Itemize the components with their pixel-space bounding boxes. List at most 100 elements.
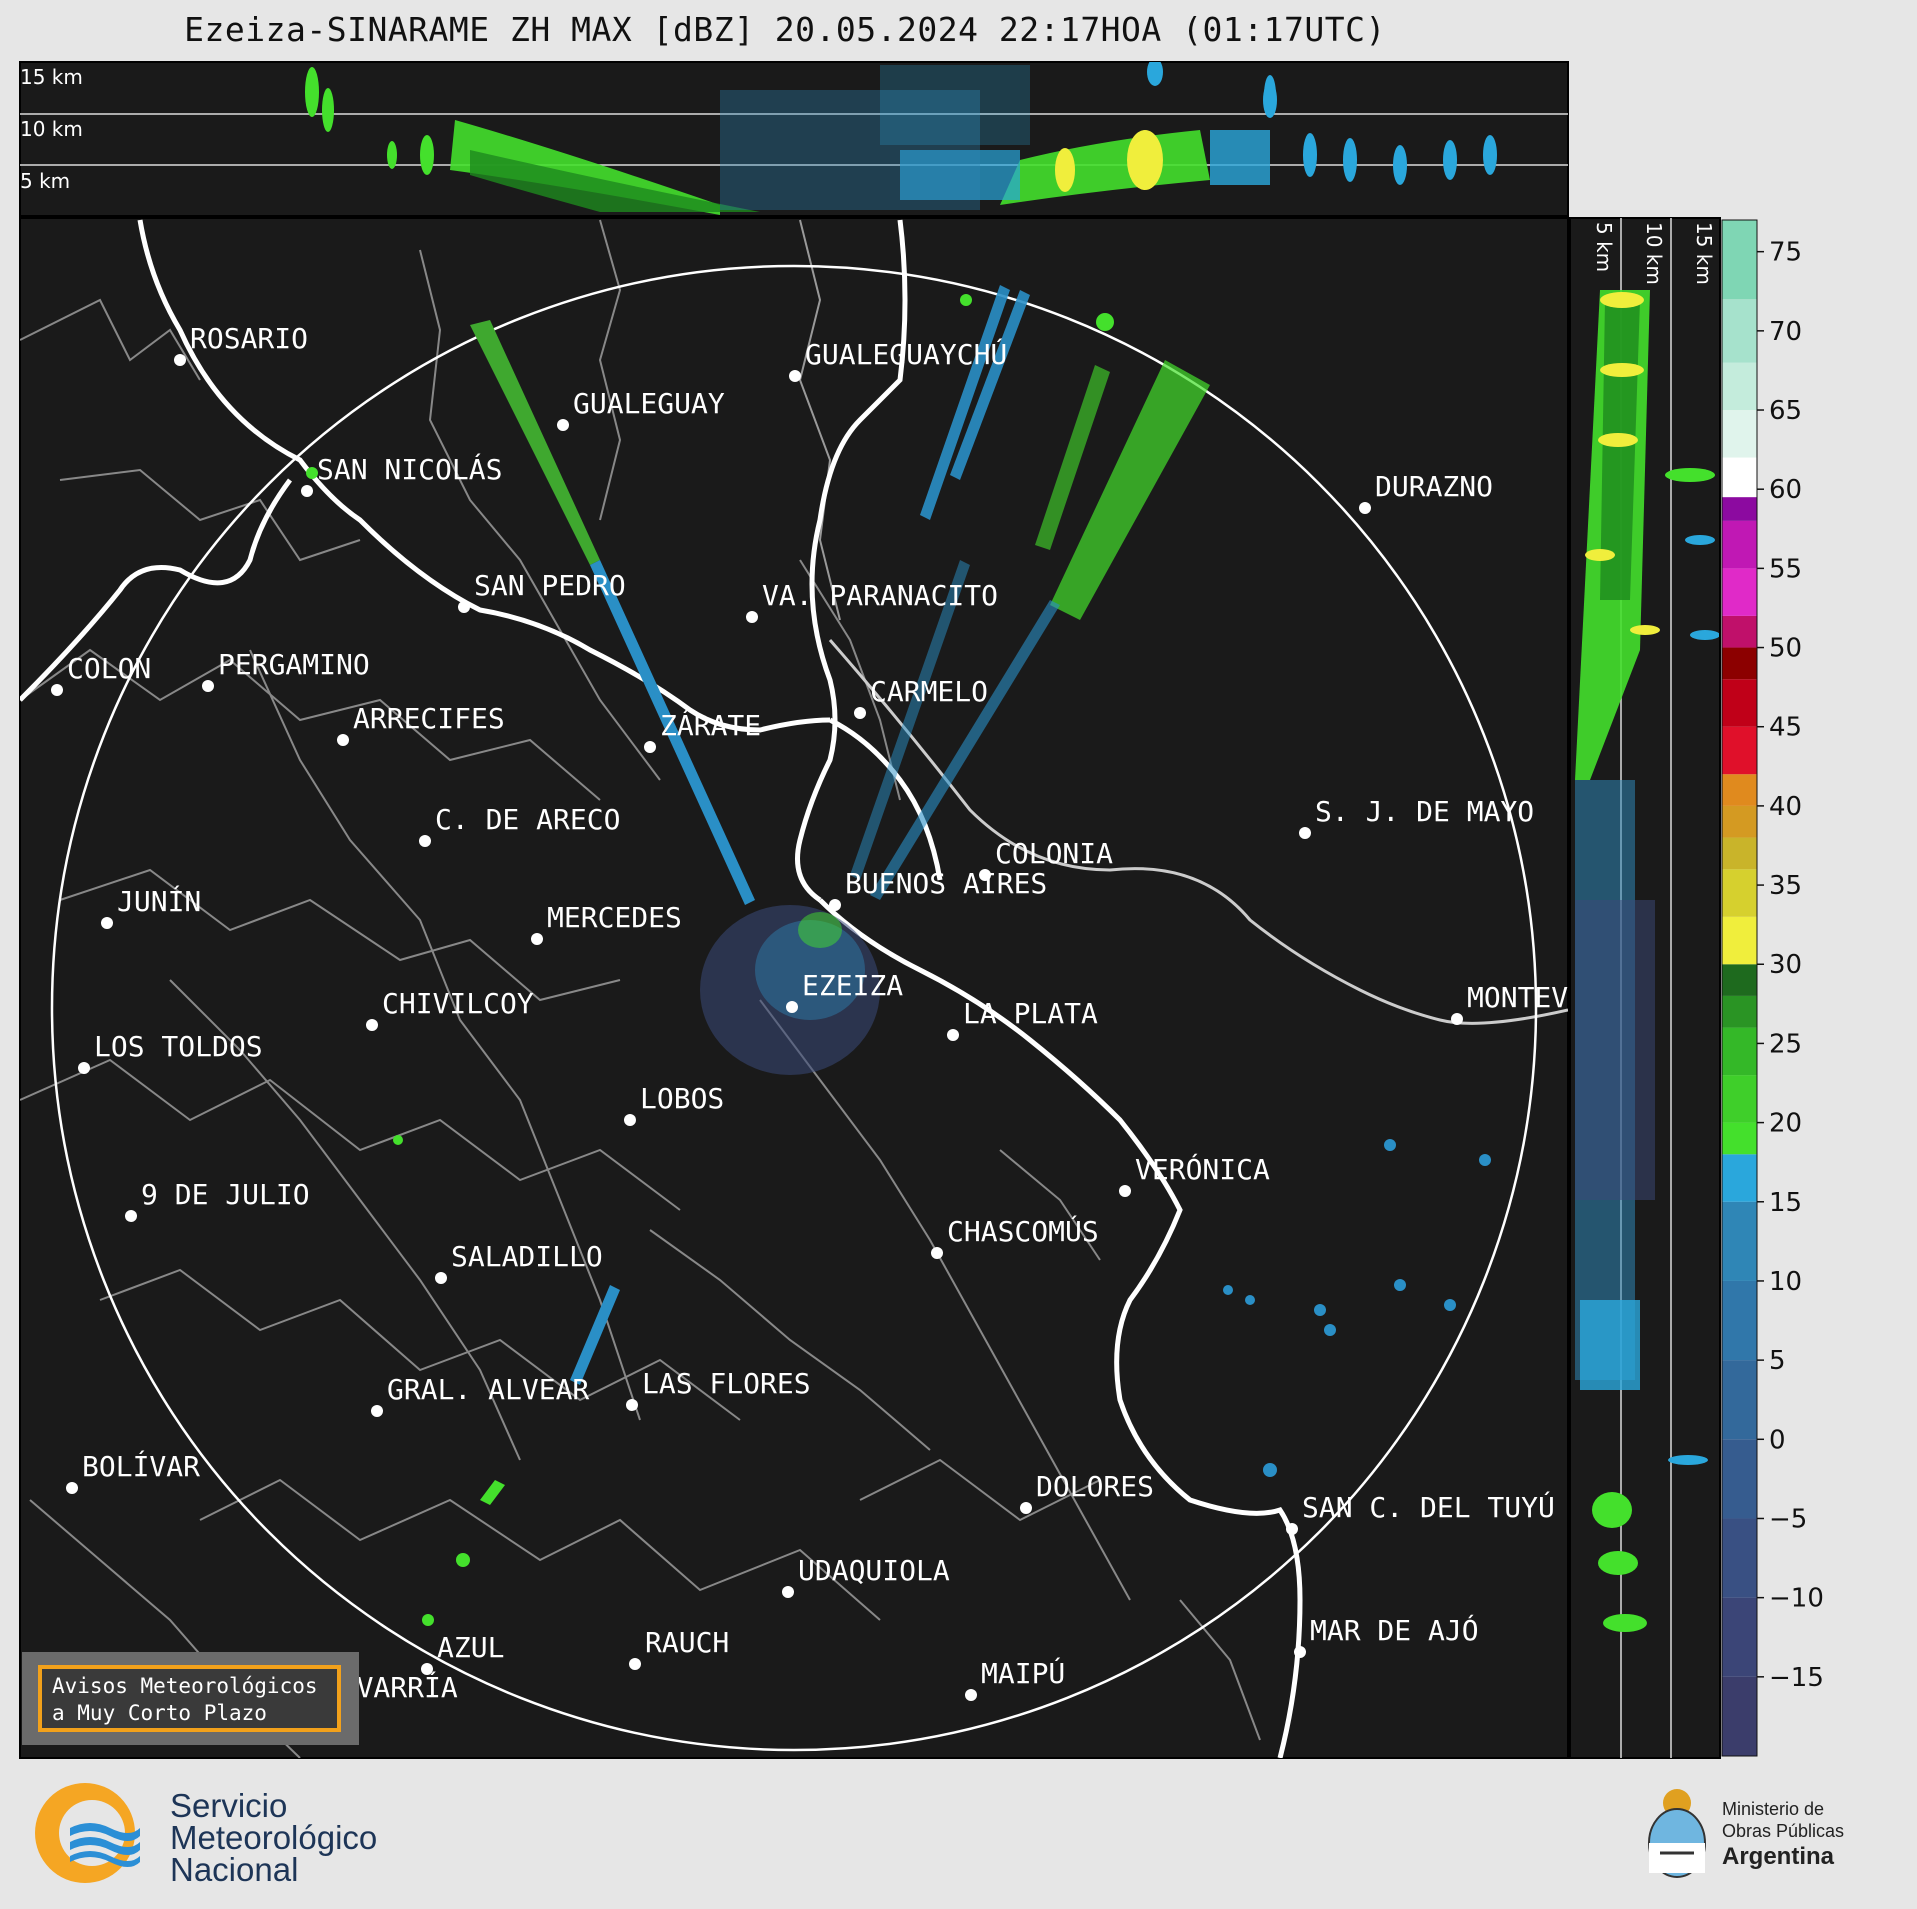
colorbar-tick-label: 10 <box>1769 1267 1802 1297</box>
colorbar-band <box>1722 497 1757 521</box>
city-label: COLON <box>67 652 151 685</box>
colorbar-tick-label: 40 <box>1769 792 1802 822</box>
colorbar-band <box>1722 1201 1757 1281</box>
colorbar-tick-label: 75 <box>1769 238 1802 268</box>
city-dot <box>301 485 313 497</box>
city-dot <box>1359 502 1371 514</box>
city-dot <box>202 680 214 692</box>
city-dot <box>746 611 758 623</box>
colorbar-band <box>1722 647 1757 680</box>
city-label: MONTEVIDEO <box>1467 981 1636 1014</box>
admin-boundaries <box>20 219 1261 1758</box>
colorbar-tick-label: 0 <box>1769 1425 1786 1455</box>
colorbar-band <box>1722 615 1757 648</box>
colorbar-tick-label: 30 <box>1769 950 1802 980</box>
city-label: ZÁRATE <box>660 708 761 742</box>
city-label: ROSARIO <box>190 322 308 355</box>
city-label: MERCEDES <box>547 901 682 934</box>
colorbar-band <box>1722 995 1757 1028</box>
colorbar-tick-label: 50 <box>1769 634 1802 664</box>
range-ring <box>50 264 1538 1752</box>
city-dot <box>435 1272 447 1284</box>
radar-echoes <box>306 285 1491 1626</box>
city-label: COLONIA <box>995 837 1113 870</box>
colorbar-band <box>1722 774 1757 806</box>
colorbar-band <box>1722 837 1757 870</box>
city-dot <box>366 1019 378 1031</box>
top-height-label-10km: 10 km <box>20 117 83 141</box>
colorbar-band <box>1722 1280 1757 1361</box>
radar-map: ROSARIO GUALEGUAYCHÚ GUALEGUAY SAN NICOLÁS D… <box>19 217 1636 1759</box>
colorbar-tick-label: −15 <box>1769 1663 1824 1693</box>
side-height-label-5km: 5 km <box>1592 222 1616 272</box>
city-label: DURAZNO <box>1375 470 1493 503</box>
side-profile-echoes <box>1575 290 1719 1632</box>
coat-of-arms-icon <box>1648 1789 1706 1878</box>
city-dot <box>1119 1185 1131 1197</box>
city-dot <box>557 419 569 431</box>
city-label: RAUCH <box>645 1626 729 1659</box>
side-height-profile: 5 km 10 km 15 km <box>1569 217 1721 1759</box>
city-markers: ROSARIO GUALEGUAYCHÚ GUALEGUAY SAN NICOLÁS D… <box>51 322 1636 1715</box>
city-label: BUENOS AIRES <box>845 867 1047 900</box>
ministry-line3: Argentina <box>1722 1843 1835 1870</box>
city-label: GRAL. ALVEAR <box>387 1373 589 1406</box>
colorbar-tick-label: 20 <box>1769 1109 1802 1139</box>
top-height-profile: 15 km 10 km 5 km <box>19 61 1569 217</box>
city-label: EZEIZA <box>802 969 903 1002</box>
city-label: JUNÍN <box>117 884 201 918</box>
city-dot <box>965 1689 977 1701</box>
city-dot <box>1299 827 1311 839</box>
city-dot <box>78 1062 90 1074</box>
colorbar-tick-label: 70 <box>1769 317 1802 347</box>
uruguay-border <box>828 639 1568 1025</box>
colorbar-tick-label: 25 <box>1769 1029 1802 1059</box>
chart-title: Ezeiza-SINARAME ZH MAX [dBZ] 20.05.2024 … <box>184 10 1386 49</box>
city-label: CHASCOMÚS <box>947 1214 1099 1248</box>
city-dot <box>174 354 186 366</box>
colorbar-tick-label: 55 <box>1769 554 1802 584</box>
side-height-label-10km: 10 km <box>1642 222 1666 285</box>
city-dot <box>624 1114 636 1126</box>
city-dot <box>371 1405 383 1417</box>
city-label: SALADILLO <box>451 1240 603 1273</box>
colorbar-tick-label: 5 <box>1769 1346 1786 1376</box>
city-dot <box>1020 1502 1032 1514</box>
city-dot <box>854 707 866 719</box>
city-label: BOLÍVAR <box>82 1449 200 1483</box>
avisos-link[interactable]: Avisos Meteorológicos a Muy Corto Plazo <box>38 1665 341 1732</box>
colorbar-band <box>1722 299 1757 363</box>
colorbar-band <box>1722 869 1757 917</box>
colorbar-band <box>1722 1439 1757 1519</box>
ministry-line1: Ministerio de <box>1722 1799 1825 1819</box>
city-dot <box>979 869 991 881</box>
city-label: UDAQUIOLA <box>798 1554 950 1587</box>
colorbar-tick-label: −10 <box>1769 1584 1824 1614</box>
city-dot <box>1286 1523 1298 1535</box>
city-dot <box>1451 1013 1463 1025</box>
colorbar-band <box>1722 726 1757 775</box>
side-height-label-15km: 15 km <box>1692 222 1716 285</box>
smn-logo-icon <box>35 1783 140 1883</box>
colorbar-band <box>1722 805 1757 838</box>
colorbar-band <box>1722 1597 1757 1677</box>
colorbar-band <box>1722 1075 1757 1123</box>
city-label: LAS FLORES <box>642 1367 811 1400</box>
colorbar-band <box>1722 220 1757 300</box>
city-dot <box>644 741 656 753</box>
city-dot <box>1294 1646 1306 1658</box>
smn-line1: Servicio <box>170 1787 288 1824</box>
colorbar-band <box>1722 1360 1757 1440</box>
city-label: AZUL <box>437 1631 504 1664</box>
ministry-line2: Obras Públicas <box>1722 1821 1845 1841</box>
city-label: 9 DE JULIO <box>141 1178 310 1211</box>
colorbar-band <box>1722 1154 1757 1202</box>
city-label: VERÓNICA <box>1135 1152 1270 1186</box>
city-dot <box>531 933 543 945</box>
top-height-label-5km: 5 km <box>20 169 70 193</box>
city-label: SAN PEDRO <box>474 569 626 602</box>
avisos-panel[interactable]: Avisos Meteorológicos a Muy Corto Plazo <box>22 1652 359 1745</box>
city-dot <box>101 917 113 929</box>
colorbar-tick-label: −5 <box>1769 1504 1807 1534</box>
